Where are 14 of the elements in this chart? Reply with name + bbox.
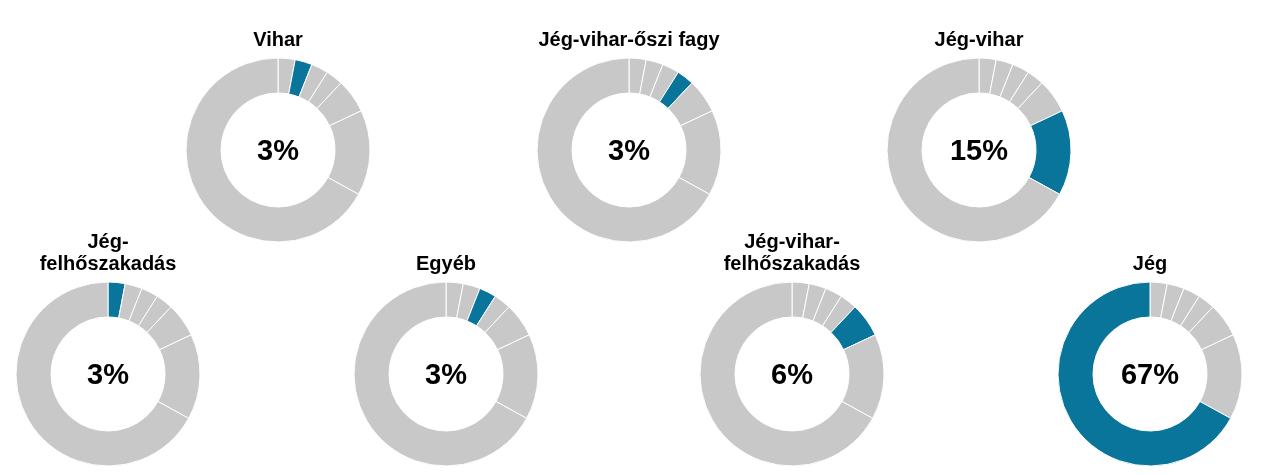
chart-title: Jég-vihar: [933, 28, 1025, 50]
chart-title: Jég-vihar-felhőszakadás: [722, 230, 862, 274]
chart-title: Jég: [1131, 252, 1169, 274]
text: 3%: [425, 358, 468, 391]
text: 15%: [949, 134, 1009, 167]
text: 67%: [1120, 358, 1180, 391]
text: 6%: [771, 358, 814, 391]
chart-title: Jég-felhőszakadás: [38, 230, 178, 274]
chart-title: Egyéb: [415, 252, 477, 274]
text: 3%: [87, 358, 130, 391]
chart-title: Vihar: [252, 28, 304, 50]
chart-title: Jég-vihar-őszi fagy: [537, 28, 721, 50]
text: 3%: [257, 134, 300, 167]
text: 3%: [608, 134, 651, 167]
